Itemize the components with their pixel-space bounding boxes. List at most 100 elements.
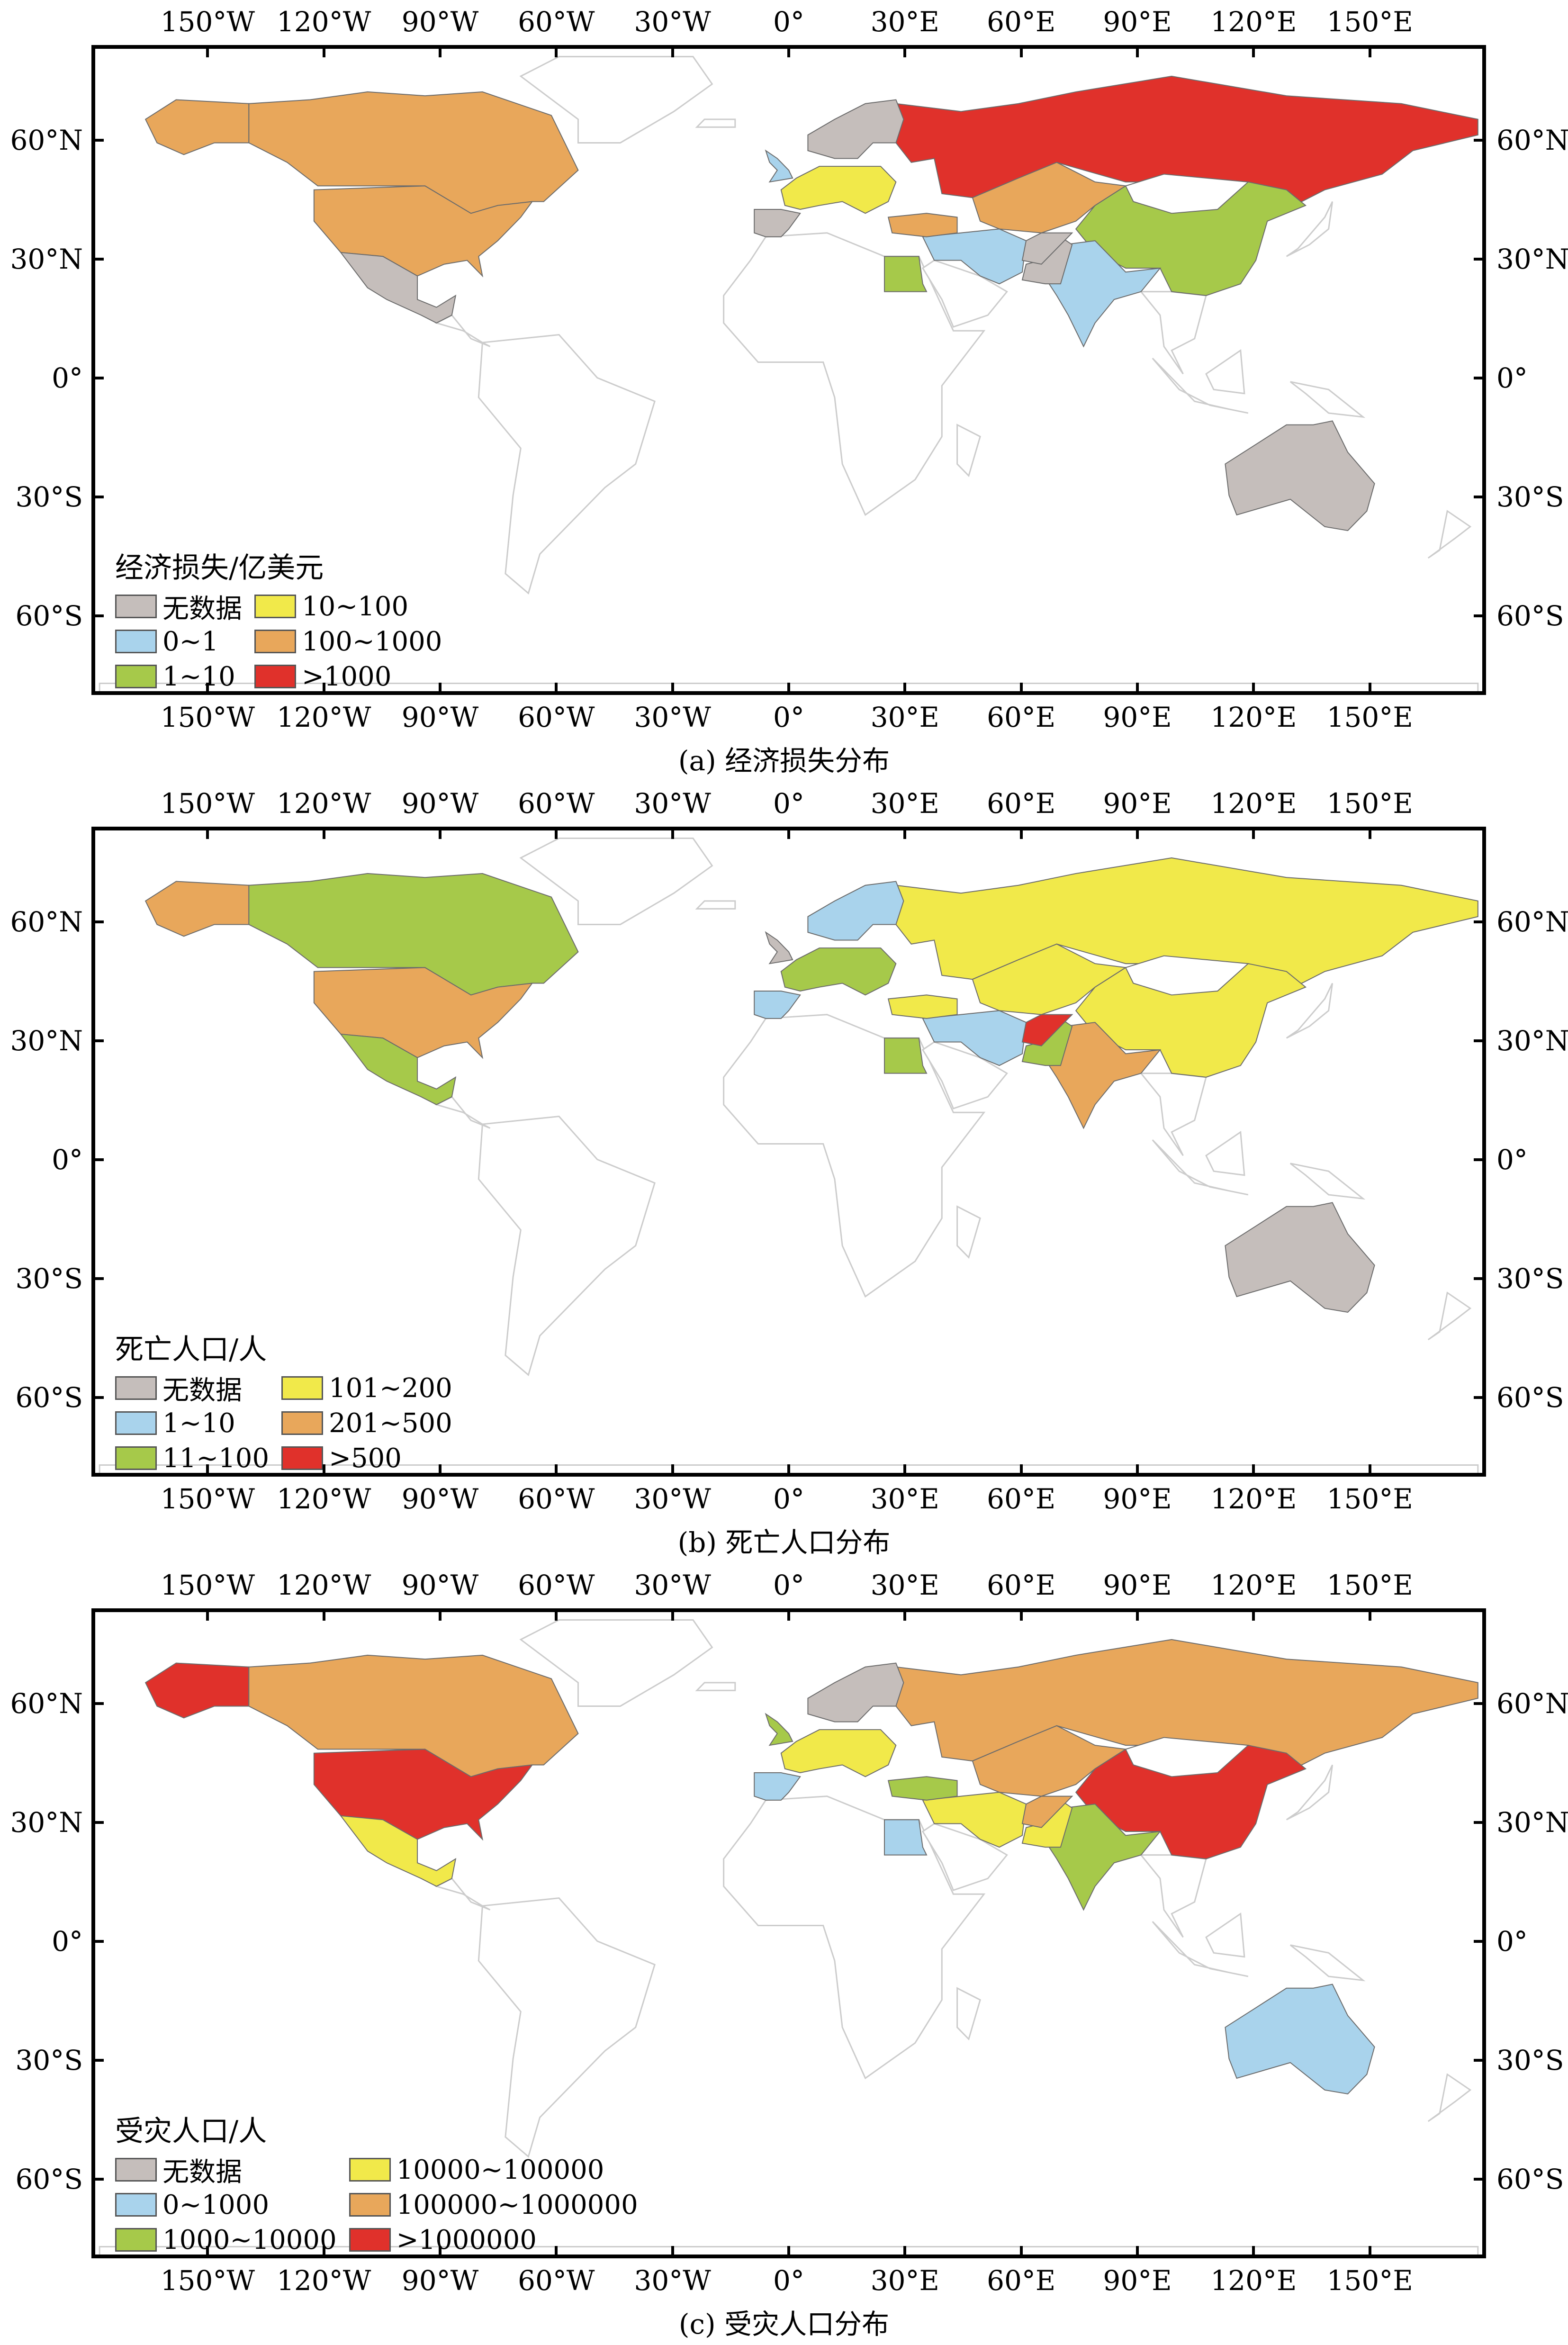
lat-tick-mark [95,138,104,142]
legend-item: 1~10 [115,661,242,692]
land-outline [1286,983,1334,1039]
lon-label-bottom: 150°E [1326,1483,1413,1515]
legend-label: 101~200 [329,1372,452,1404]
region-alaska [144,99,250,155]
legend-swatch [115,2228,157,2252]
region-pakistan [1021,1018,1073,1066]
lon-label-top: 90°W [401,787,479,820]
land-outline [519,838,713,925]
region-middle-east [922,1010,1027,1066]
lat-tick-mark [1474,257,1482,261]
land-outline [434,314,491,347]
lon-tick-mark [1019,683,1023,691]
lat-label-right: 30°N [1496,243,1568,275]
region-canada [248,91,579,214]
land-outline [1289,1944,1366,1982]
lat-tick-mark [1474,614,1482,617]
lon-label-top: 30°W [634,6,711,38]
lon-label-bottom: 30°W [634,701,711,733]
lon-label-bottom: 30°E [870,2264,939,2297]
lon-tick-mark [439,2246,442,2255]
land-outline [723,1014,986,1298]
region-india [1048,1022,1162,1129]
land-outline [1286,1764,1334,1821]
lat-tick-mark [1474,1158,1482,1161]
lon-label-top: 120°E [1210,6,1297,38]
lon-label-top: 30°W [634,787,711,820]
lon-tick-mark [903,830,907,839]
lon-label-top: 60°E [987,1569,1056,1601]
lon-label-bottom: 60°E [987,1483,1056,1515]
lon-tick-mark [671,683,674,691]
legend-swatch [115,2158,157,2182]
lat-label-left: 60°N [10,905,83,938]
lon-tick-mark [671,49,674,57]
region-afghanistan [1021,1795,1073,1828]
lon-tick-mark [322,2246,325,2255]
region-afghanistan [1021,1014,1073,1046]
lon-label-bottom: 90°W [401,701,479,733]
lon-tick-mark [1252,2246,1255,2255]
lon-label-top: 0° [773,1569,804,1601]
lon-label-top: 30°W [634,1569,711,1601]
region-western-europe [780,1729,897,1777]
lon-tick-mark [1368,830,1371,839]
lon-tick-mark [322,1612,325,1621]
legend-swatch [115,2193,157,2217]
lat-tick-mark [1474,1702,1482,1705]
lat-label-left: 30°S [15,2044,83,2076]
legend-label: 10000~100000 [396,2154,604,2185]
legend-item: 100~1000 [254,626,442,657]
lat-label-left: 60°S [15,1381,83,1414]
lat-tick-mark [1474,920,1482,923]
lon-tick-mark [1136,1464,1139,1473]
legend-swatch [115,595,157,618]
lat-tick-mark [95,1396,104,1399]
region-turkey [887,213,958,237]
lat-tick-mark [1474,1939,1482,1943]
legend-swatch [115,1446,157,1470]
legend-item: 1~10 [115,1407,269,1439]
lat-label-right: 60°S [1496,1381,1564,1414]
legend-label: 1~10 [162,661,235,692]
region-turkey [887,1776,958,1801]
lat-tick-mark [95,1702,104,1705]
legend-label: 100000~1000000 [396,2189,638,2220]
legend-swatch [254,595,296,618]
lon-tick-mark [903,49,907,57]
lon-label-top: 120°W [276,6,371,38]
lon-tick-mark [322,1464,325,1473]
land-outline [1139,1854,1207,1938]
lon-tick-mark [555,1612,558,1621]
lon-label-bottom: 30°W [634,2264,711,2297]
region-mongolia [1125,1737,1250,1777]
lat-label-right: 0° [1496,1143,1528,1176]
region-uk [765,149,793,183]
lon-label-top: 30°E [870,1569,939,1601]
lat-tick-mark [95,1039,104,1042]
legend-swatch [115,1376,157,1400]
lon-tick-mark [206,830,209,839]
region-central-asia [972,943,1127,1015]
lat-label-right: 60°N [1496,1687,1568,1720]
lat-tick-mark [95,1821,104,1824]
legend-label: >1000000 [396,2224,537,2255]
lon-label-bottom: 30°W [634,1483,711,1515]
world-map [99,1619,1479,2255]
lon-tick-mark [671,1464,674,1473]
land-outline [723,232,986,516]
region-western-europe [780,947,897,996]
region-alaska [144,881,250,937]
lon-tick-mark [206,683,209,691]
region-mongolia [1125,955,1250,996]
lon-label-top: 60°W [518,1569,595,1601]
map-panel-1: 经济损失/亿美元 无数据 10~100 0~1 100~1000 1~10 >1000 150… [0,0,1568,782]
land-outline [1427,2073,1472,2122]
lon-label-bottom: 60°W [518,1483,595,1515]
legend-label: >500 [329,1443,402,1474]
region-mongolia [1125,173,1250,214]
land-outline [434,1877,491,1911]
lat-tick-mark [95,1277,104,1280]
map-panel-2: 死亡人口/人 无数据 101~200 1~10 201~500 11~100 >500 150… [0,782,1568,1563]
legend-label: 10~100 [302,591,409,622]
